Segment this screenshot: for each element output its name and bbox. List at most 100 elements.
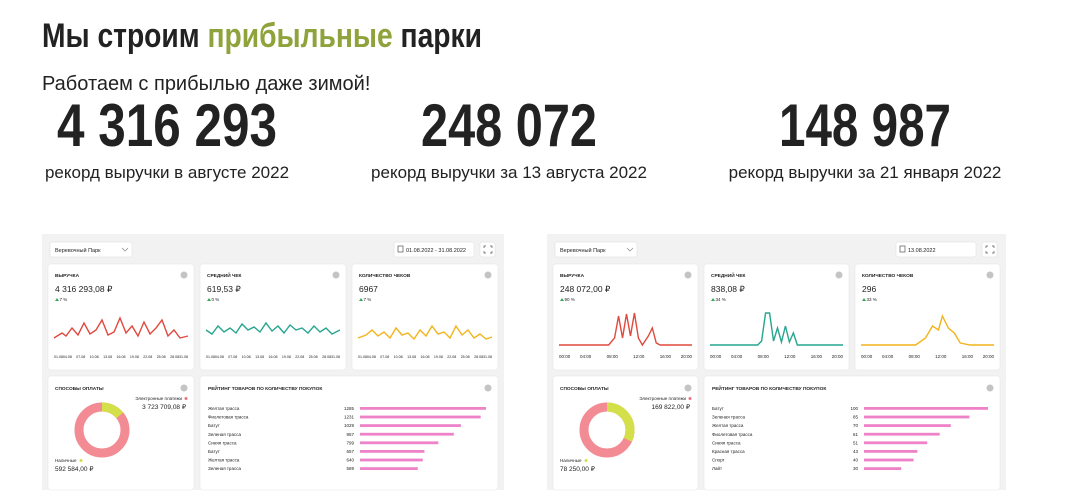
x-tick-label: 13.08 — [407, 355, 416, 359]
sparkline — [559, 313, 692, 345]
rating-bar — [360, 441, 439, 445]
sparkline — [206, 323, 340, 334]
metric-card — [351, 263, 499, 371]
x-tick-label: 04:00 — [882, 354, 894, 359]
rating-count: 799 — [346, 440, 354, 445]
card-value: 6967 — [359, 284, 378, 294]
rating-bar — [360, 458, 423, 462]
x-tick-label: 16.08 — [421, 355, 430, 359]
rating-count: 70 — [853, 423, 859, 428]
sparkline-path — [206, 323, 340, 334]
x-tick-label: 31.08 — [179, 355, 188, 359]
trend-arrow — [862, 298, 866, 301]
rating-count: 589 — [346, 466, 354, 471]
rating-bar — [864, 450, 918, 453]
rating-count: 40 — [853, 458, 859, 463]
x-tick-label: 28.08 — [322, 355, 331, 359]
x-tick-label: 08:00 — [758, 354, 770, 359]
date-range: 13.08.2022 — [908, 248, 936, 254]
x-tick-label: 31.08 — [331, 355, 340, 359]
park-select-label: Веревочный Парк — [55, 247, 101, 254]
calendar-icon — [397, 245, 404, 253]
dropdown-arrow — [626, 247, 634, 252]
donut-share — [579, 402, 635, 458]
x-tick-label: 22.08 — [447, 355, 456, 359]
x-tick-label: 19.08 — [282, 355, 291, 359]
electronic-value: 3 723 709,08 ₽ — [142, 403, 187, 411]
rating-name: Желтая трасса — [208, 406, 240, 411]
card-value: 838,08 ₽ — [711, 284, 745, 294]
x-tick-label: 07.08 — [228, 355, 237, 359]
x-tick-label: 16:00 — [962, 354, 974, 359]
electronic-label: Электронные платежи — [135, 396, 182, 401]
cash-value: 592 584,00 ₽ — [55, 465, 94, 473]
expand-button — [981, 241, 998, 258]
rating-count: 1231 — [344, 415, 355, 420]
sparkline — [861, 316, 994, 345]
rating-bar — [864, 407, 988, 410]
x-tick-label: 04.08 — [215, 355, 224, 359]
legend-dot — [184, 397, 188, 400]
dashboard: Веревочный Парк 01.08.2022 - 31.08.2022 ВЫ… — [42, 234, 504, 491]
info-icon — [986, 384, 994, 392]
card-title: ВЫРУЧКА — [55, 273, 80, 279]
rating-name: Лайт — [712, 465, 722, 471]
sparkline — [54, 318, 188, 338]
x-tick-label: 16:00 — [811, 354, 823, 359]
x-tick-label: 25.08 — [461, 355, 470, 359]
info-icon — [332, 271, 340, 279]
electronic-label: Электронные платежи — [639, 396, 686, 401]
rating-count: 43 — [853, 449, 859, 454]
title-part: Мы строим — [42, 17, 207, 55]
rating-name: Желтая трасса — [712, 423, 744, 428]
payments-title: СПОСОБЫ ОПЛАТЫ — [560, 386, 609, 392]
card-change: 7 % — [364, 297, 372, 302]
x-tick-label: 10.08 — [242, 355, 251, 359]
x-tick-label: 20:00 — [983, 354, 995, 359]
sparkline-path — [54, 318, 188, 338]
info-icon — [484, 271, 492, 279]
rating-count: 1029 — [344, 423, 355, 428]
metric-card — [47, 263, 195, 371]
dashboard: Веревочный Парк 13.08.2022 ВЫРУЧКА 248 072,… — [547, 234, 1006, 491]
x-tick-label: 16:00 — [660, 354, 672, 359]
rating-bar — [360, 467, 418, 470]
card-title: СРЕДНИЙ ЧЕК — [711, 271, 746, 279]
cash-label: Наличные — [55, 458, 77, 463]
rating-bar — [864, 415, 970, 419]
date-range-box — [393, 241, 475, 258]
x-tick-label: 04:00 — [580, 354, 592, 359]
card-change: 90 % — [565, 297, 575, 302]
rating-bar — [360, 415, 481, 419]
rating-name: Зеленая трасса — [712, 415, 745, 420]
info-icon — [180, 271, 188, 279]
stat-caption: рекорд выручки за 13 августа 2022 — [371, 163, 647, 182]
rating-count: 957 — [346, 432, 354, 437]
metric-card — [854, 263, 1001, 371]
x-tick-label: 10.08 — [394, 355, 403, 359]
rating-bar — [360, 450, 425, 453]
rating-bar — [864, 432, 940, 436]
x-tick-label: 00:00 — [861, 354, 873, 359]
rating-bar — [360, 432, 454, 436]
trend-arrow — [711, 298, 715, 301]
date-range: 01.08.2022 - 31.08.2022 — [406, 248, 466, 254]
electronic-value: 169 822,00 ₽ — [652, 403, 691, 411]
info-icon — [684, 271, 692, 279]
rating-title: РЕЙТИНГ ТОВАРОВ ПО КОЛИЧЕСТВУ ПОКУПОК — [712, 384, 826, 392]
metric-card — [199, 263, 347, 371]
sparkline-path — [358, 326, 492, 339]
sparkline-path — [559, 313, 692, 345]
x-tick-label: 19.08 — [130, 355, 139, 359]
trend-arrow — [560, 298, 564, 301]
expand-button — [479, 241, 496, 258]
park-select — [554, 241, 638, 258]
info-icon — [835, 271, 843, 279]
sparkline — [358, 326, 492, 339]
title-part: парки — [393, 17, 482, 55]
x-tick-label: 12:00 — [935, 354, 947, 359]
x-tick-label: 04:00 — [731, 354, 743, 359]
x-tick-label: 04.08 — [367, 355, 376, 359]
rating-name: Спорт — [712, 458, 725, 463]
